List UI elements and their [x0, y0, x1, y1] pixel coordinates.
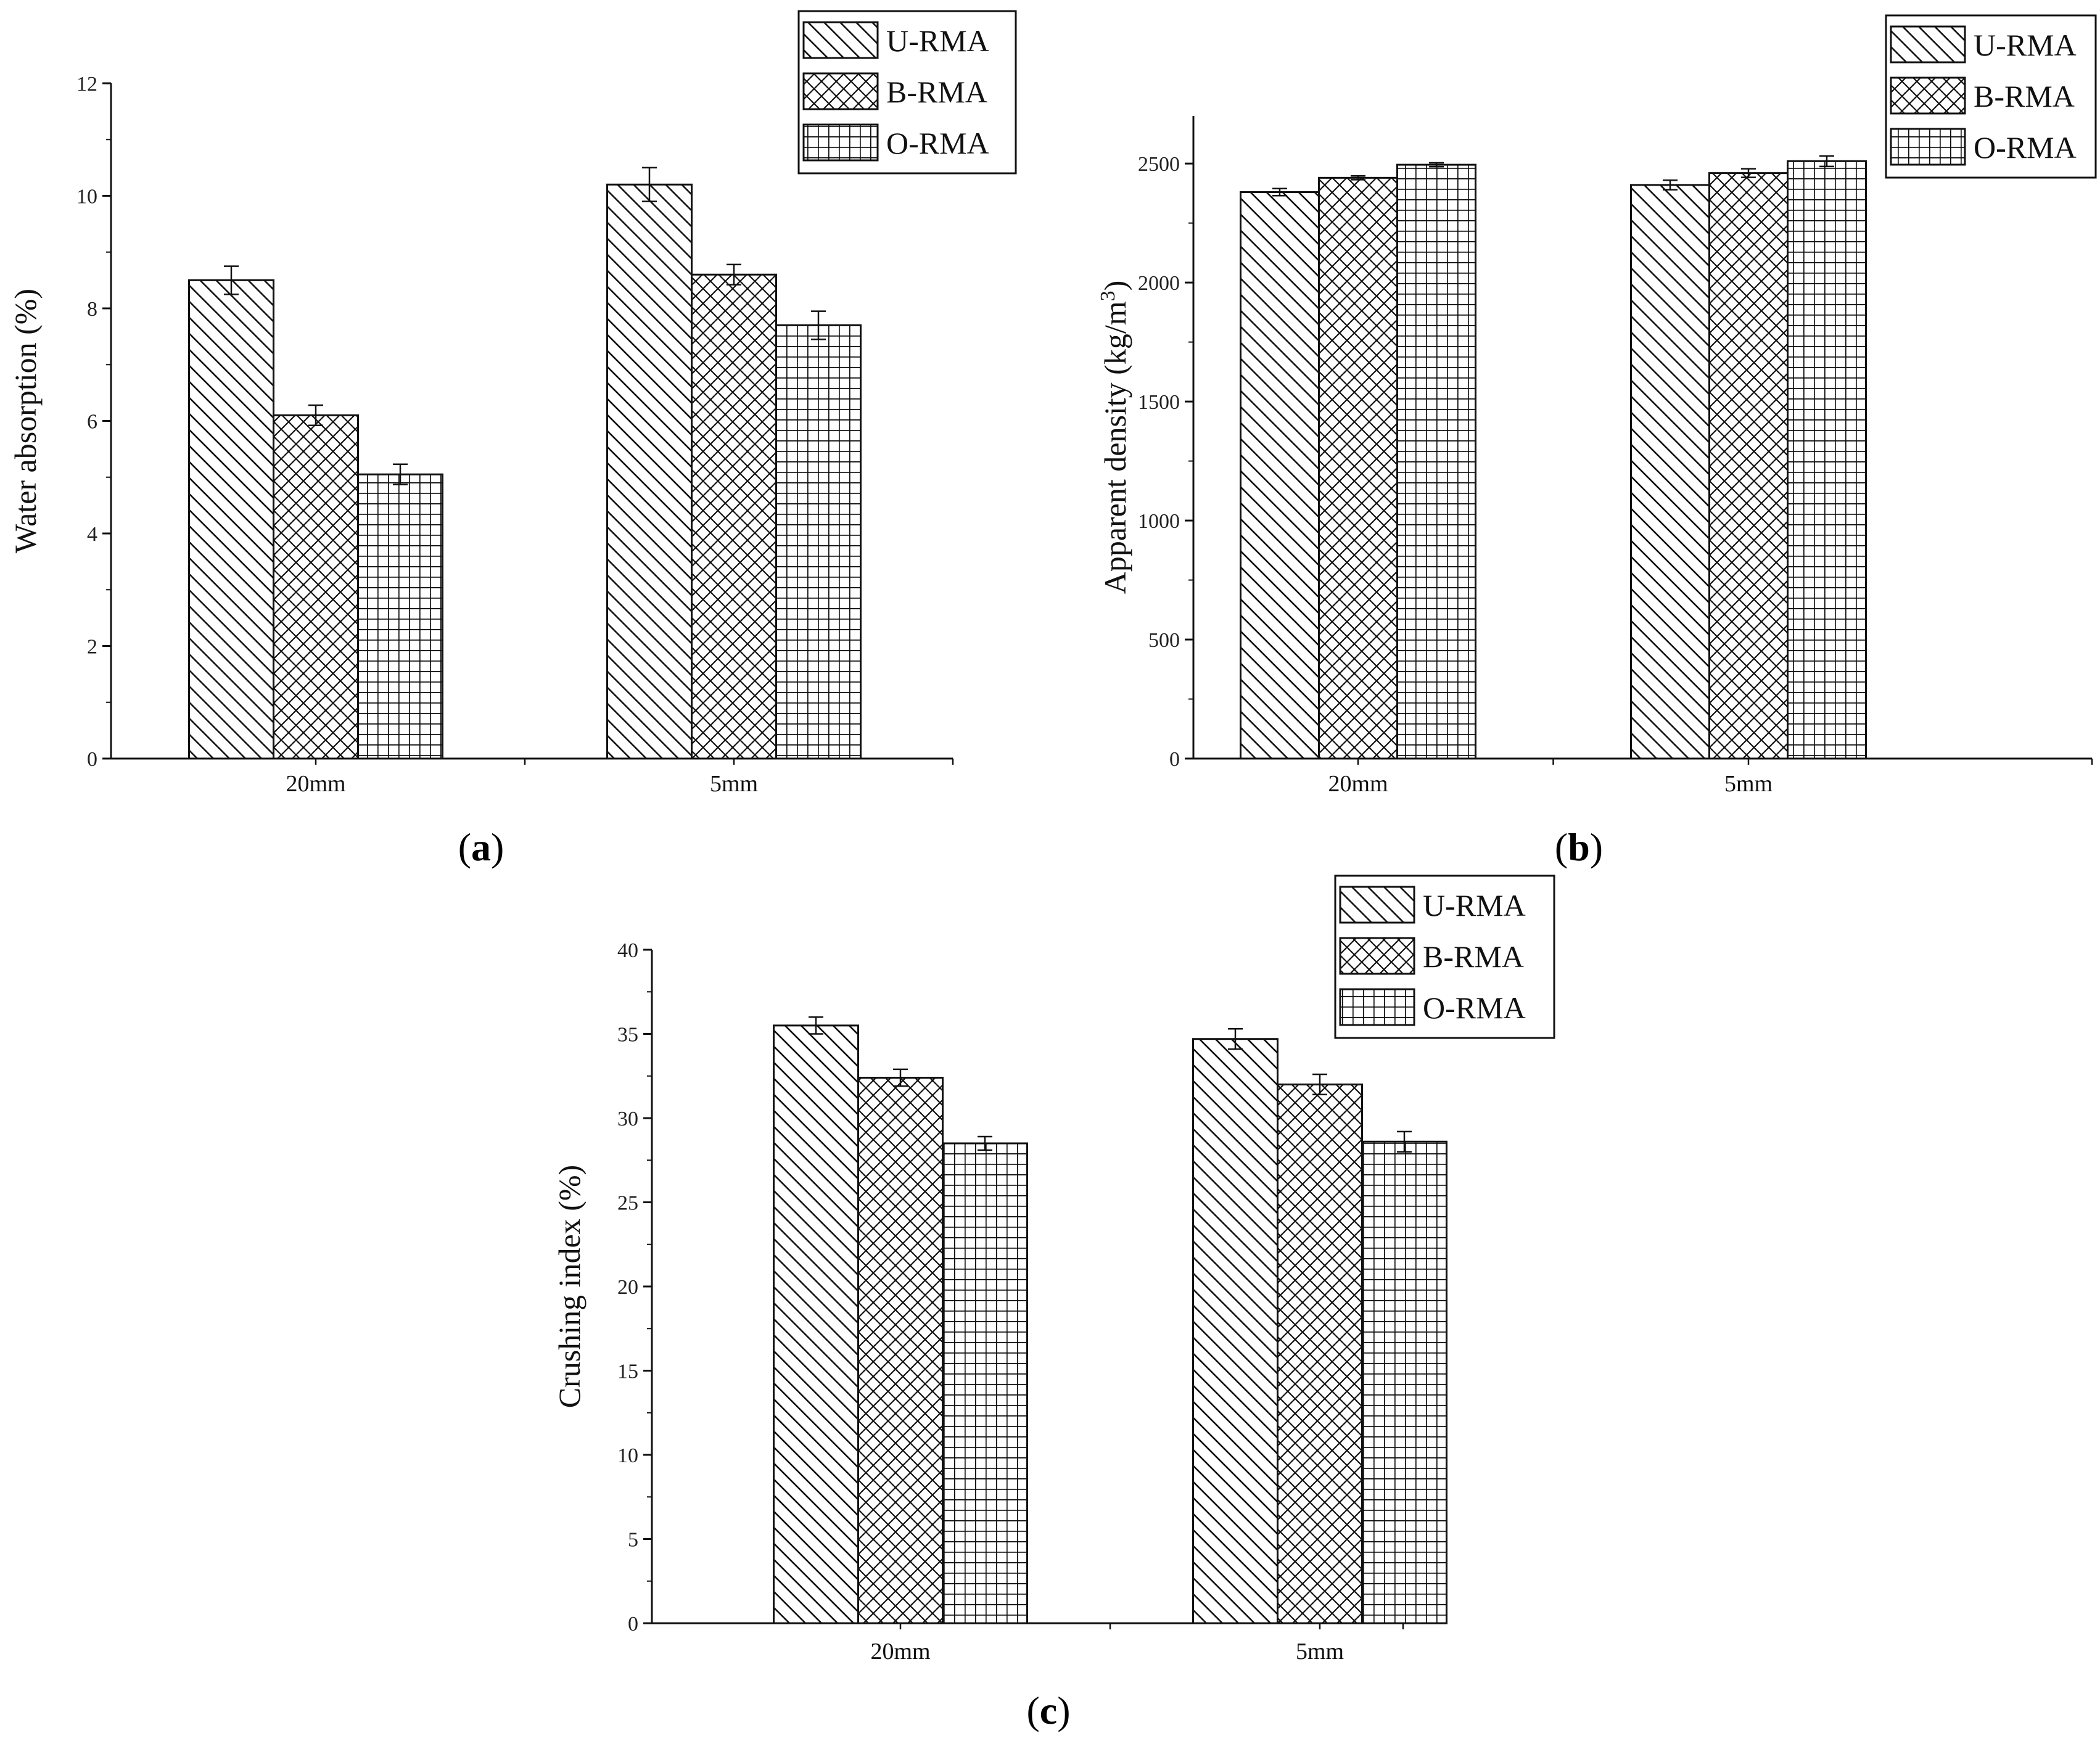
bar-b-rma-20mm: [857, 1076, 944, 1624]
legend-label: U-RMA: [1974, 28, 2077, 62]
y-axis-title-superscript: 3: [1097, 290, 1119, 301]
bar-b-rma-20mm: [1318, 176, 1398, 760]
bar-u-rma-20mm: [1240, 191, 1320, 760]
legend-label: B-RMA: [1423, 939, 1524, 974]
legend: U-RMA B-RMA O-RMA: [1885, 14, 2097, 179]
legend-swatch-b-rma: [1890, 76, 1966, 115]
legend-swatch-b-rma: [1339, 937, 1415, 975]
bar-b-rma-20mm: [273, 414, 359, 760]
y-tick-label: 10: [617, 1444, 638, 1467]
panel-label-close: ): [1057, 1689, 1070, 1732]
y-tick-label: 2000: [1138, 272, 1180, 295]
y-axis-title-text: Crushing index (%): [552, 1165, 587, 1408]
y-tick-label: 30: [617, 1108, 638, 1130]
bar-u-rma-5mm: [606, 183, 693, 760]
bar-u-rma-5mm: [1192, 1038, 1279, 1624]
panel-label-close: ): [1590, 825, 1603, 869]
y-tick-label: 40: [617, 939, 638, 962]
bar-o-rma-5mm: [1361, 1140, 1447, 1624]
legend-swatch-u-rma: [802, 21, 879, 59]
bar-o-rma-20mm: [357, 473, 443, 760]
y-tick-label: 5: [628, 1529, 638, 1552]
bar-u-rma-20mm: [773, 1024, 859, 1624]
panel-label-open: (: [1026, 1689, 1039, 1732]
panel-b: 0 500 1000 1500 2000 2500 20mm 5mm Apparent dens…: [1097, 14, 2097, 869]
bar-o-rma-5mm: [1787, 160, 1867, 760]
x-tick-label: 5mm: [1724, 771, 1773, 797]
legend-swatch-o-rma: [1339, 988, 1415, 1026]
y-tick-label: 12: [76, 73, 97, 96]
y-tick-label: 0: [1169, 748, 1180, 771]
legend-label: O-RMA: [886, 126, 989, 160]
legend-swatch-b-rma: [802, 72, 879, 110]
bar-o-rma-20mm: [1396, 163, 1476, 760]
y-axis-title: Apparent density (kg/m3): [1097, 281, 1132, 595]
y-axis-title-text: Apparent density (kg/m: [1098, 301, 1132, 594]
y-axis-title: Crushing index (%): [552, 1165, 587, 1408]
bar-u-rma-5mm: [1630, 184, 1710, 760]
bar-b-rma-5mm: [1277, 1083, 1363, 1624]
panel-label-letter: a: [471, 825, 491, 869]
panel-label-open: (: [1555, 825, 1568, 869]
legend-swatch-o-rma: [802, 123, 879, 162]
legend-label: U-RMA: [1423, 888, 1526, 923]
panel-label: (b): [1555, 825, 1603, 869]
x-tick-label: 20mm: [1328, 771, 1388, 797]
legend: U-RMA B-RMA O-RMA: [797, 10, 1017, 175]
bar-u-rma-20mm: [188, 279, 274, 760]
panel-a: 0 2 4 6 8 10 12 20mm 5mm Water absorption (%) U-RM…: [8, 10, 1017, 869]
legend-swatch-o-rma: [1890, 128, 1966, 166]
y-tick-label: 2500: [1138, 153, 1180, 176]
bar-b-rma-5mm: [691, 273, 777, 760]
y-tick-label: 4: [87, 523, 97, 546]
y-axis-title-end: ): [1098, 281, 1132, 291]
x-tick-label: 20mm: [286, 771, 345, 797]
y-axis-title: Water absorption (%): [8, 289, 43, 553]
legend-label: B-RMA: [1974, 79, 2075, 113]
legend-label: B-RMA: [886, 75, 987, 109]
y-tick-label: 0: [87, 748, 97, 771]
panel-label-letter: b: [1568, 825, 1590, 869]
y-tick-label: 500: [1148, 629, 1180, 652]
bar-b-rma-5mm: [1708, 172, 1789, 760]
x-tick-label: 5mm: [1296, 1639, 1344, 1665]
panel-label-close: ): [491, 825, 504, 869]
y-tick-label: 1000: [1138, 510, 1180, 533]
legend-label: U-RMA: [886, 23, 989, 58]
y-tick-label: 8: [87, 298, 97, 321]
y-tick-label: 20: [617, 1276, 638, 1299]
panel-label: (c): [1026, 1689, 1070, 1732]
bar-o-rma-20mm: [942, 1142, 1028, 1624]
legend-label: O-RMA: [1974, 130, 2077, 165]
y-tick-label: 0: [628, 1613, 638, 1636]
y-tick-label: 2: [87, 636, 97, 659]
panel-label: (a): [458, 825, 504, 869]
x-tick-label: 20mm: [870, 1639, 930, 1665]
legend-swatch-u-rma: [1339, 886, 1415, 924]
y-tick-label: 15: [617, 1360, 638, 1383]
legend-label: O-RMA: [1423, 990, 1526, 1025]
y-tick-label: 10: [76, 186, 97, 208]
y-tick-label: 35: [617, 1024, 638, 1047]
legend: U-RMA B-RMA O-RMA: [1334, 875, 1555, 1039]
y-tick-label: 1500: [1138, 391, 1180, 414]
y-axis-title-text: Water absorption (%): [8, 289, 43, 553]
legend-swatch-u-rma: [1890, 25, 1966, 64]
bar-o-rma-5mm: [775, 324, 862, 760]
panel-label-letter: c: [1040, 1689, 1057, 1732]
x-tick-label: 5mm: [710, 771, 758, 797]
y-tick-label: 6: [87, 411, 97, 434]
panel-label-open: (: [458, 825, 471, 869]
panel-c: 0 5 10 15 20 25 30 35 40 20mm 5mm Crushing index (%…: [552, 875, 1555, 1732]
y-tick-label: 25: [617, 1192, 638, 1215]
